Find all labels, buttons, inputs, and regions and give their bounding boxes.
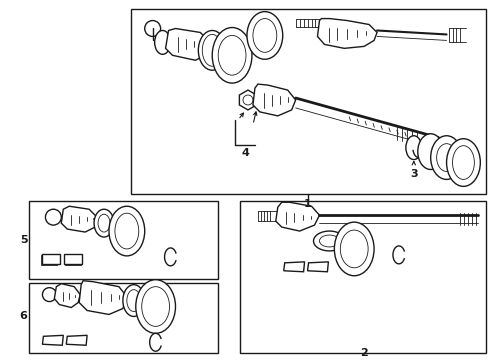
Text: 2: 2: [360, 348, 368, 358]
Polygon shape: [276, 202, 319, 231]
Text: 6: 6: [20, 311, 27, 321]
Ellipse shape: [212, 27, 252, 83]
Ellipse shape: [155, 31, 171, 54]
Ellipse shape: [94, 209, 114, 237]
Circle shape: [243, 95, 253, 105]
Polygon shape: [43, 335, 63, 345]
Ellipse shape: [314, 231, 345, 251]
Ellipse shape: [98, 214, 110, 232]
Polygon shape: [43, 254, 60, 264]
Ellipse shape: [218, 35, 246, 75]
Polygon shape: [54, 284, 80, 307]
Ellipse shape: [334, 222, 374, 276]
Polygon shape: [166, 28, 208, 60]
Text: 3: 3: [410, 170, 417, 180]
Polygon shape: [240, 90, 257, 110]
Text: 4: 4: [241, 148, 249, 158]
Ellipse shape: [437, 144, 457, 171]
Ellipse shape: [341, 230, 368, 268]
Polygon shape: [284, 262, 305, 272]
Text: 1: 1: [304, 199, 312, 209]
Ellipse shape: [453, 146, 474, 179]
Bar: [28, 283, 218, 353]
Polygon shape: [61, 206, 97, 232]
FancyBboxPatch shape: [65, 255, 81, 265]
Bar: [28, 201, 218, 279]
Ellipse shape: [127, 290, 141, 311]
Bar: [131, 9, 486, 194]
Polygon shape: [308, 262, 328, 272]
Ellipse shape: [406, 136, 422, 159]
Ellipse shape: [247, 12, 283, 59]
FancyBboxPatch shape: [42, 255, 57, 265]
Ellipse shape: [123, 285, 145, 316]
Circle shape: [43, 288, 56, 302]
Ellipse shape: [446, 139, 480, 186]
Text: 5: 5: [20, 235, 27, 245]
Polygon shape: [79, 281, 127, 315]
Bar: [240, 201, 486, 353]
Circle shape: [46, 209, 61, 225]
Ellipse shape: [142, 287, 170, 327]
Polygon shape: [64, 254, 82, 264]
Ellipse shape: [319, 235, 340, 247]
Ellipse shape: [431, 136, 463, 179]
Ellipse shape: [253, 19, 277, 52]
Ellipse shape: [202, 35, 222, 66]
Polygon shape: [66, 335, 87, 345]
Ellipse shape: [115, 213, 139, 249]
Polygon shape: [318, 19, 377, 48]
Ellipse shape: [418, 134, 443, 170]
Circle shape: [145, 21, 161, 36]
Ellipse shape: [109, 206, 145, 256]
Ellipse shape: [136, 280, 175, 333]
Polygon shape: [253, 84, 295, 116]
Ellipse shape: [198, 31, 226, 70]
